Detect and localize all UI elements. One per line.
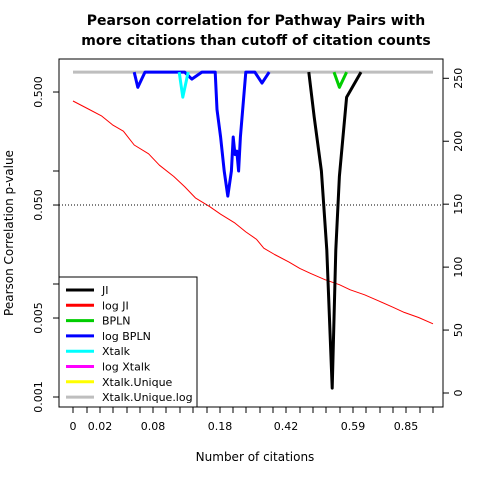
y-right-tick-label: 150 xyxy=(452,194,465,215)
legend-label: log Xtalk xyxy=(102,361,151,374)
y-left-tick-label: 0.001 xyxy=(32,381,45,413)
x-tick-label: 0.59 xyxy=(341,420,366,433)
y-right-tick-label: 200 xyxy=(452,131,465,152)
y-left-tick-label: 0.500 xyxy=(32,76,45,108)
series-line-log-bpln xyxy=(132,70,271,198)
x-tick-label: 0 xyxy=(70,420,77,433)
y-right-tick-label: 0 xyxy=(452,390,465,397)
y-axis-label: Pearson Correlation p-value xyxy=(2,150,16,316)
legend-label: Xtalk xyxy=(102,345,131,358)
x-axis-label: Number of citations xyxy=(196,450,315,464)
x-tick-label: 0.85 xyxy=(394,420,419,433)
legend-label: Xtalk.Unique xyxy=(102,376,173,389)
y-right-axis: 0 50 100 150 200 250 xyxy=(443,68,465,397)
series-line-bpln xyxy=(332,71,348,89)
y-right-tick-label: 250 xyxy=(452,68,465,89)
y-left-axis: 0.001 0.005 0.050 0.500 xyxy=(32,76,59,413)
chart-title-line1: Pearson correlation for Pathway Pairs wi… xyxy=(87,13,425,29)
plot-frame xyxy=(58,58,444,408)
legend-label: BPLN xyxy=(102,315,131,328)
legend: JI log JI BPLN log BPLN Xtalk log Xtalk Xtalk.… xyxy=(58,276,198,408)
legend-label: log BPLN xyxy=(102,330,151,343)
y-left-tick-label: 0.050 xyxy=(32,189,45,221)
x-tick-label: 0.02 xyxy=(88,420,113,433)
y-left-tick-label: 0.005 xyxy=(32,302,45,334)
y-right-tick-label: 100 xyxy=(452,257,465,278)
y-right-tick-label: 50 xyxy=(452,323,465,337)
x-axis: 0 0.02 0.08 0.18 0.42 0.59 0.85 xyxy=(70,407,434,433)
chart-title-line2: more citations than cutoff of citation c… xyxy=(81,33,430,49)
x-tick-label: 0.18 xyxy=(208,420,233,433)
series-line-log-ji xyxy=(72,100,434,325)
x-tick-label: 0.42 xyxy=(274,420,299,433)
legend-label: log JI xyxy=(102,299,129,312)
series-line-xtalk xyxy=(177,71,190,99)
series-line-ji xyxy=(307,71,363,390)
series-layer xyxy=(72,70,434,390)
legend-label: Xtalk.Unique.log xyxy=(102,391,193,404)
legend-label: JI xyxy=(101,284,109,297)
legend-box xyxy=(58,276,198,408)
x-tick-label: 0.08 xyxy=(141,420,166,433)
